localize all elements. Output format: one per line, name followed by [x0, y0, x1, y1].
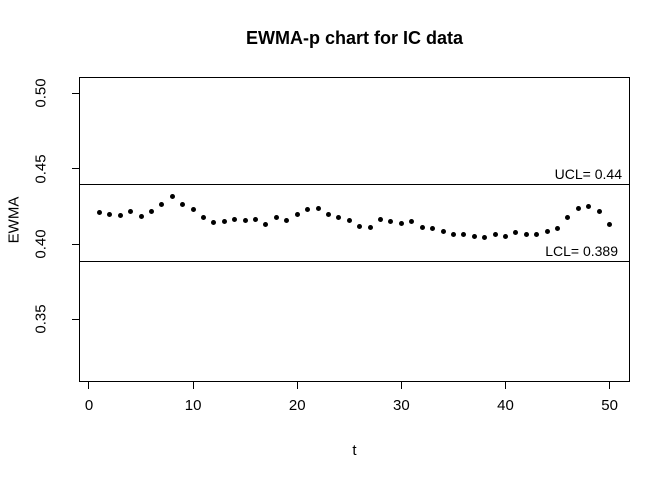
y-tick: [72, 92, 79, 94]
x-tick-label: 50: [601, 397, 618, 414]
data-point: [461, 232, 467, 238]
data-point: [388, 218, 394, 224]
data-point: [253, 217, 259, 223]
x-tick-label: 10: [184, 397, 202, 414]
x-tick: [296, 382, 298, 389]
x-axis-title: t: [352, 442, 357, 459]
data-point: [430, 226, 436, 232]
data-point: [575, 205, 581, 211]
data-point: [555, 225, 561, 231]
data-point: [357, 223, 363, 229]
x-tick-label: 30: [393, 397, 410, 414]
data-point: [221, 218, 227, 224]
data-point: [263, 221, 269, 227]
plot-area: [79, 77, 630, 382]
y-tick: [72, 168, 79, 170]
data-point: [544, 228, 550, 234]
y-tick-label: 0.35: [32, 304, 50, 335]
data-point: [336, 215, 342, 221]
data-point: [294, 211, 300, 217]
y-tick: [72, 243, 79, 245]
data-point: [138, 213, 144, 219]
data-point: [273, 215, 279, 221]
data-point: [201, 214, 207, 220]
data-point: [502, 234, 508, 240]
data-point: [96, 209, 102, 215]
y-axis-title: EWMA: [5, 196, 23, 243]
data-point: [419, 225, 425, 231]
data-point: [128, 209, 134, 215]
y-tick-label: 0.45: [32, 154, 50, 184]
data-point: [180, 201, 186, 207]
x-tick: [400, 382, 402, 389]
chart-title: EWMA-p chart for IC data: [245, 28, 463, 48]
y-tick-label: 0.40: [32, 229, 50, 259]
data-point: [471, 233, 477, 239]
y-tick-label: 0.50: [32, 78, 50, 109]
x-tick: [88, 382, 90, 389]
lcl-line: [79, 261, 630, 262]
x-tick-label: 40: [497, 397, 514, 414]
data-point: [346, 217, 352, 223]
lcl-label: LCL= 0.389: [545, 243, 618, 259]
data-point: [378, 216, 384, 222]
data-point: [242, 217, 248, 223]
data-point: [513, 230, 519, 236]
data-point: [211, 220, 217, 226]
data-point: [482, 235, 488, 241]
data-point: [607, 221, 613, 227]
data-point: [450, 231, 456, 237]
y-tick: [72, 318, 79, 320]
data-point: [492, 231, 498, 237]
data-point: [534, 231, 540, 237]
data-point: [440, 228, 446, 234]
data-point: [586, 204, 592, 210]
data-point: [232, 216, 238, 222]
data-point: [305, 206, 311, 212]
data-point: [565, 215, 571, 221]
data-point: [190, 207, 196, 213]
data-point: [398, 221, 404, 227]
data-point: [159, 202, 165, 208]
data-point: [148, 208, 154, 214]
data-point: [169, 194, 175, 200]
data-point: [523, 231, 529, 237]
data-point: [117, 213, 123, 219]
data-point: [315, 206, 321, 212]
data-point: [367, 225, 373, 231]
data-point: [107, 211, 113, 217]
x-tick-label: 20: [288, 397, 306, 414]
data-point: [409, 218, 415, 224]
data-point: [284, 217, 290, 223]
x-tick: [609, 382, 611, 389]
x-tick-label: 0: [84, 397, 94, 414]
ucl-line: [79, 184, 630, 185]
x-tick: [504, 382, 506, 389]
x-tick: [192, 382, 194, 389]
data-point: [596, 209, 602, 215]
ucl-label: UCL= 0.44: [554, 166, 622, 182]
data-point: [325, 211, 331, 217]
